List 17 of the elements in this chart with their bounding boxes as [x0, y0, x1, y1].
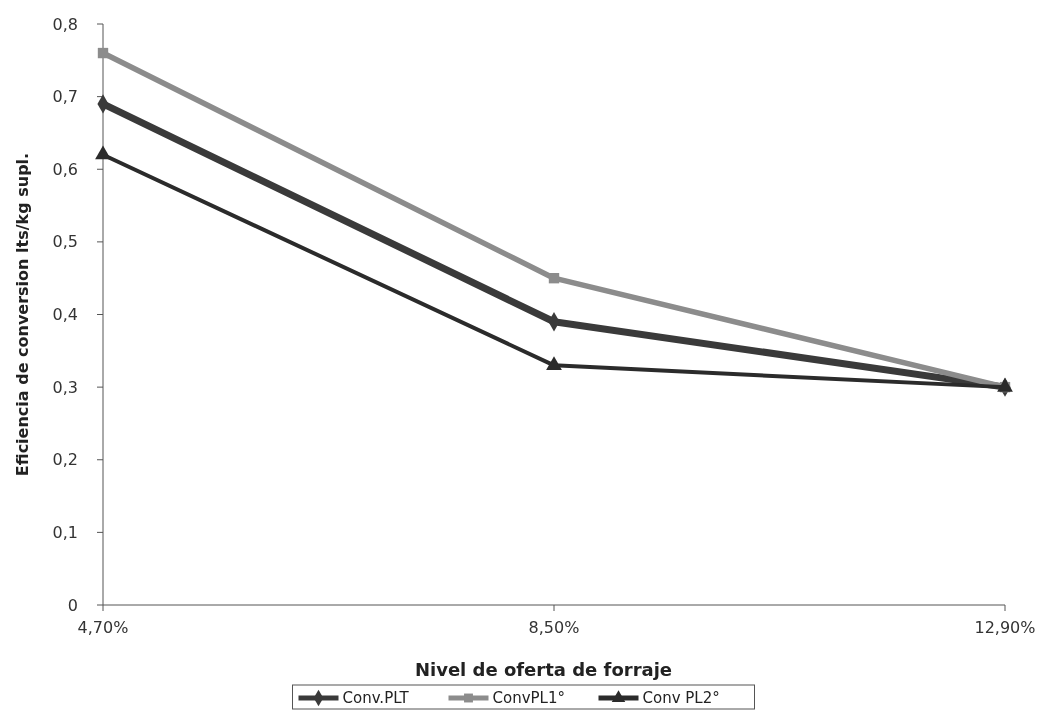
y-tick-label: 0,7 [52, 87, 78, 107]
y-tick-label: 0,5 [52, 232, 78, 252]
y-tick-label: 0,8 [52, 14, 78, 34]
y-tick-label: 0,1 [52, 522, 78, 542]
y-tick-label: 0,2 [52, 450, 78, 470]
x-tick-label: 12,90% [974, 618, 1036, 637]
y-tick-label: 0,3 [52, 377, 78, 397]
legend-label: Conv PL2° [642, 689, 720, 708]
x-tick-label: 8,50% [528, 618, 580, 637]
y-axis-title: Eficiencia de conversion lts/kg supl. [13, 152, 32, 477]
x-tick-label: 4,70% [77, 618, 129, 637]
legend-label: Conv.PLT [342, 689, 410, 708]
y-tick-label: 0 [67, 595, 78, 615]
y-tick-label: 0,6 [52, 159, 78, 179]
x-axis-title: Nivel de oferta de forraje [414, 659, 673, 680]
legend-label: ConvPL1° [492, 689, 565, 708]
y-tick-label: 0,4 [52, 305, 78, 325]
